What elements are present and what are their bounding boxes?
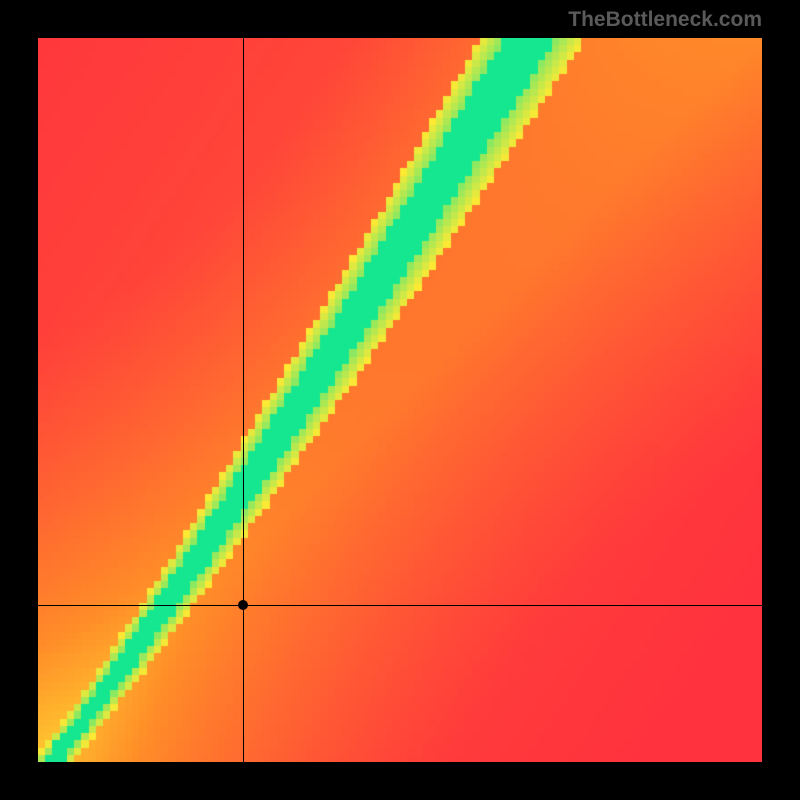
crosshair-horizontal: [38, 605, 762, 606]
heatmap-canvas: [38, 38, 762, 762]
heatmap-plot: [38, 38, 762, 762]
watermark-text: TheBottleneck.com: [568, 8, 762, 32]
crosshair-vertical: [243, 38, 244, 762]
selection-marker[interactable]: [238, 600, 248, 610]
